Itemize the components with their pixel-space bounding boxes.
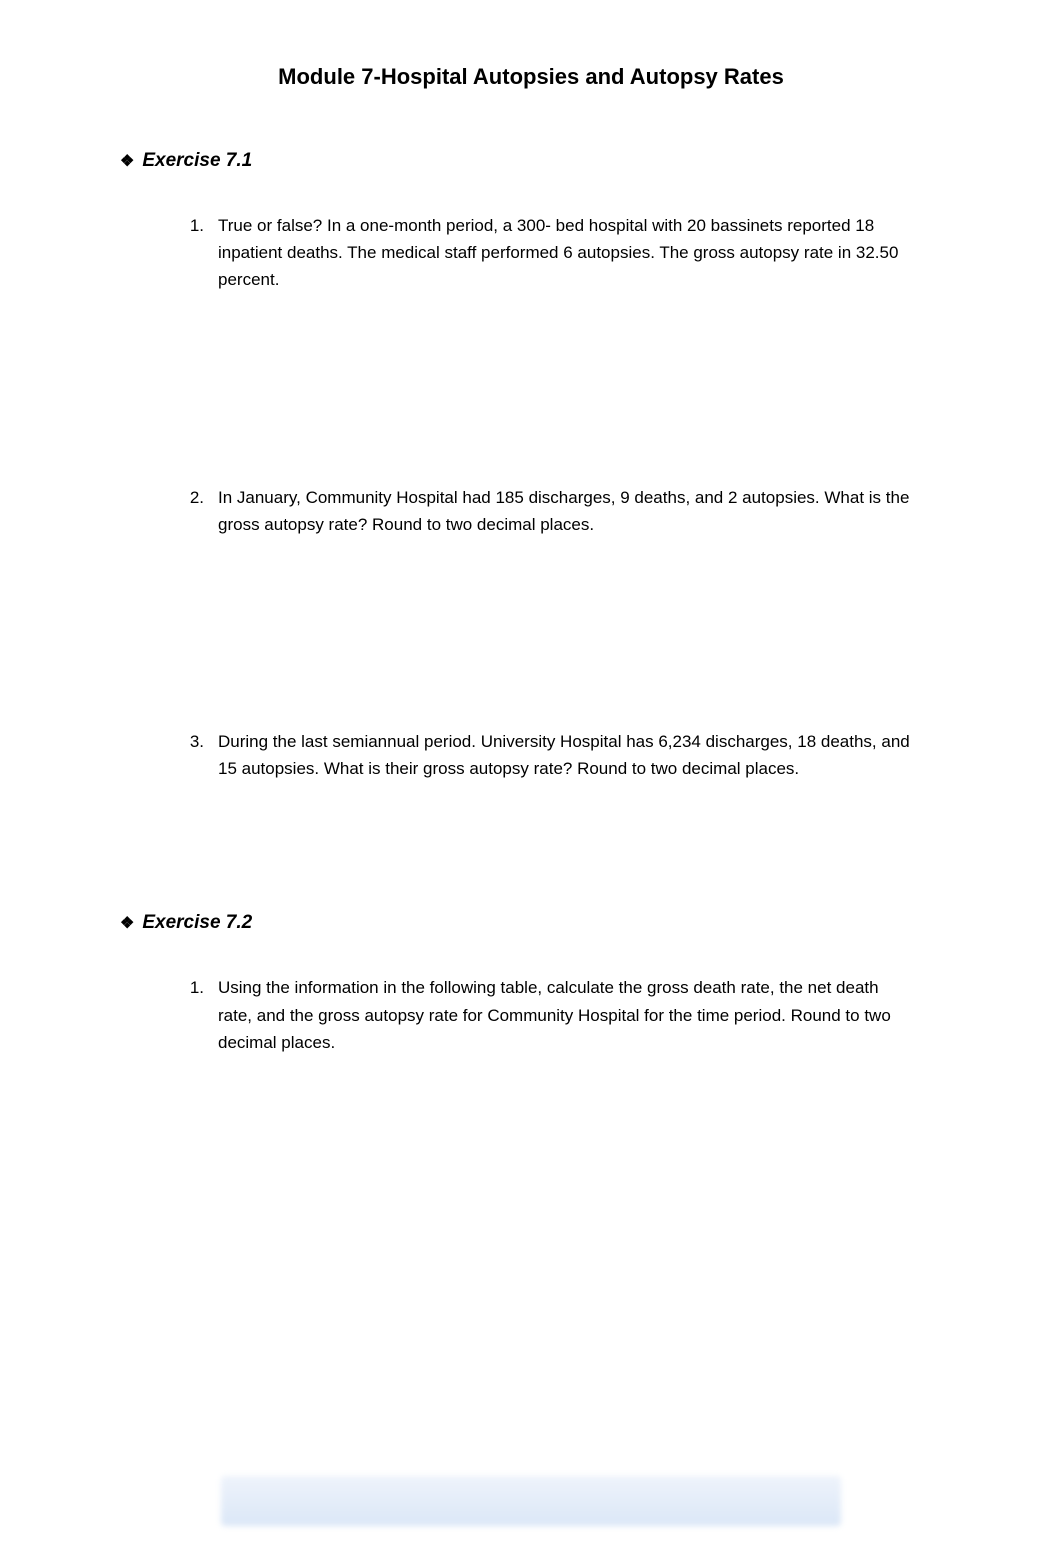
question-text: Using the information in the following t… [218,974,942,1056]
exercise-heading-label: Exercise 7.1 [142,150,252,172]
footer-blur-region [221,1476,841,1526]
question-text: True or false? In a one-month period, a … [218,212,942,294]
exercise-heading-label: Exercise 7.2 [142,912,252,934]
question-list-7-1: 1. True or false? In a one-month period,… [120,212,942,782]
question-text: During the last semiannual period. Unive… [218,728,942,782]
exercise-heading-7-1: ❖ Exercise 7.1 [120,150,942,172]
question-item: 1. True or false? In a one-month period,… [180,212,942,294]
diamond-bullet-icon: ❖ [120,913,134,933]
question-item: 2. In January, Community Hospital had 18… [180,484,942,538]
question-number: 1. [180,974,204,1056]
exercise-heading-7-2: ❖ Exercise 7.2 [120,912,942,934]
question-number: 2. [180,484,204,538]
question-item: 3. During the last semiannual period. Un… [180,728,942,782]
diamond-bullet-icon: ❖ [120,151,134,171]
question-list-7-2: 1. Using the information in the followin… [120,974,942,1056]
question-text: In January, Community Hospital had 185 d… [218,484,942,538]
question-item: 1. Using the information in the followin… [180,974,942,1056]
question-number: 3. [180,728,204,782]
question-number: 1. [180,212,204,294]
page-title: Module 7-Hospital Autopsies and Autopsy … [120,64,942,90]
